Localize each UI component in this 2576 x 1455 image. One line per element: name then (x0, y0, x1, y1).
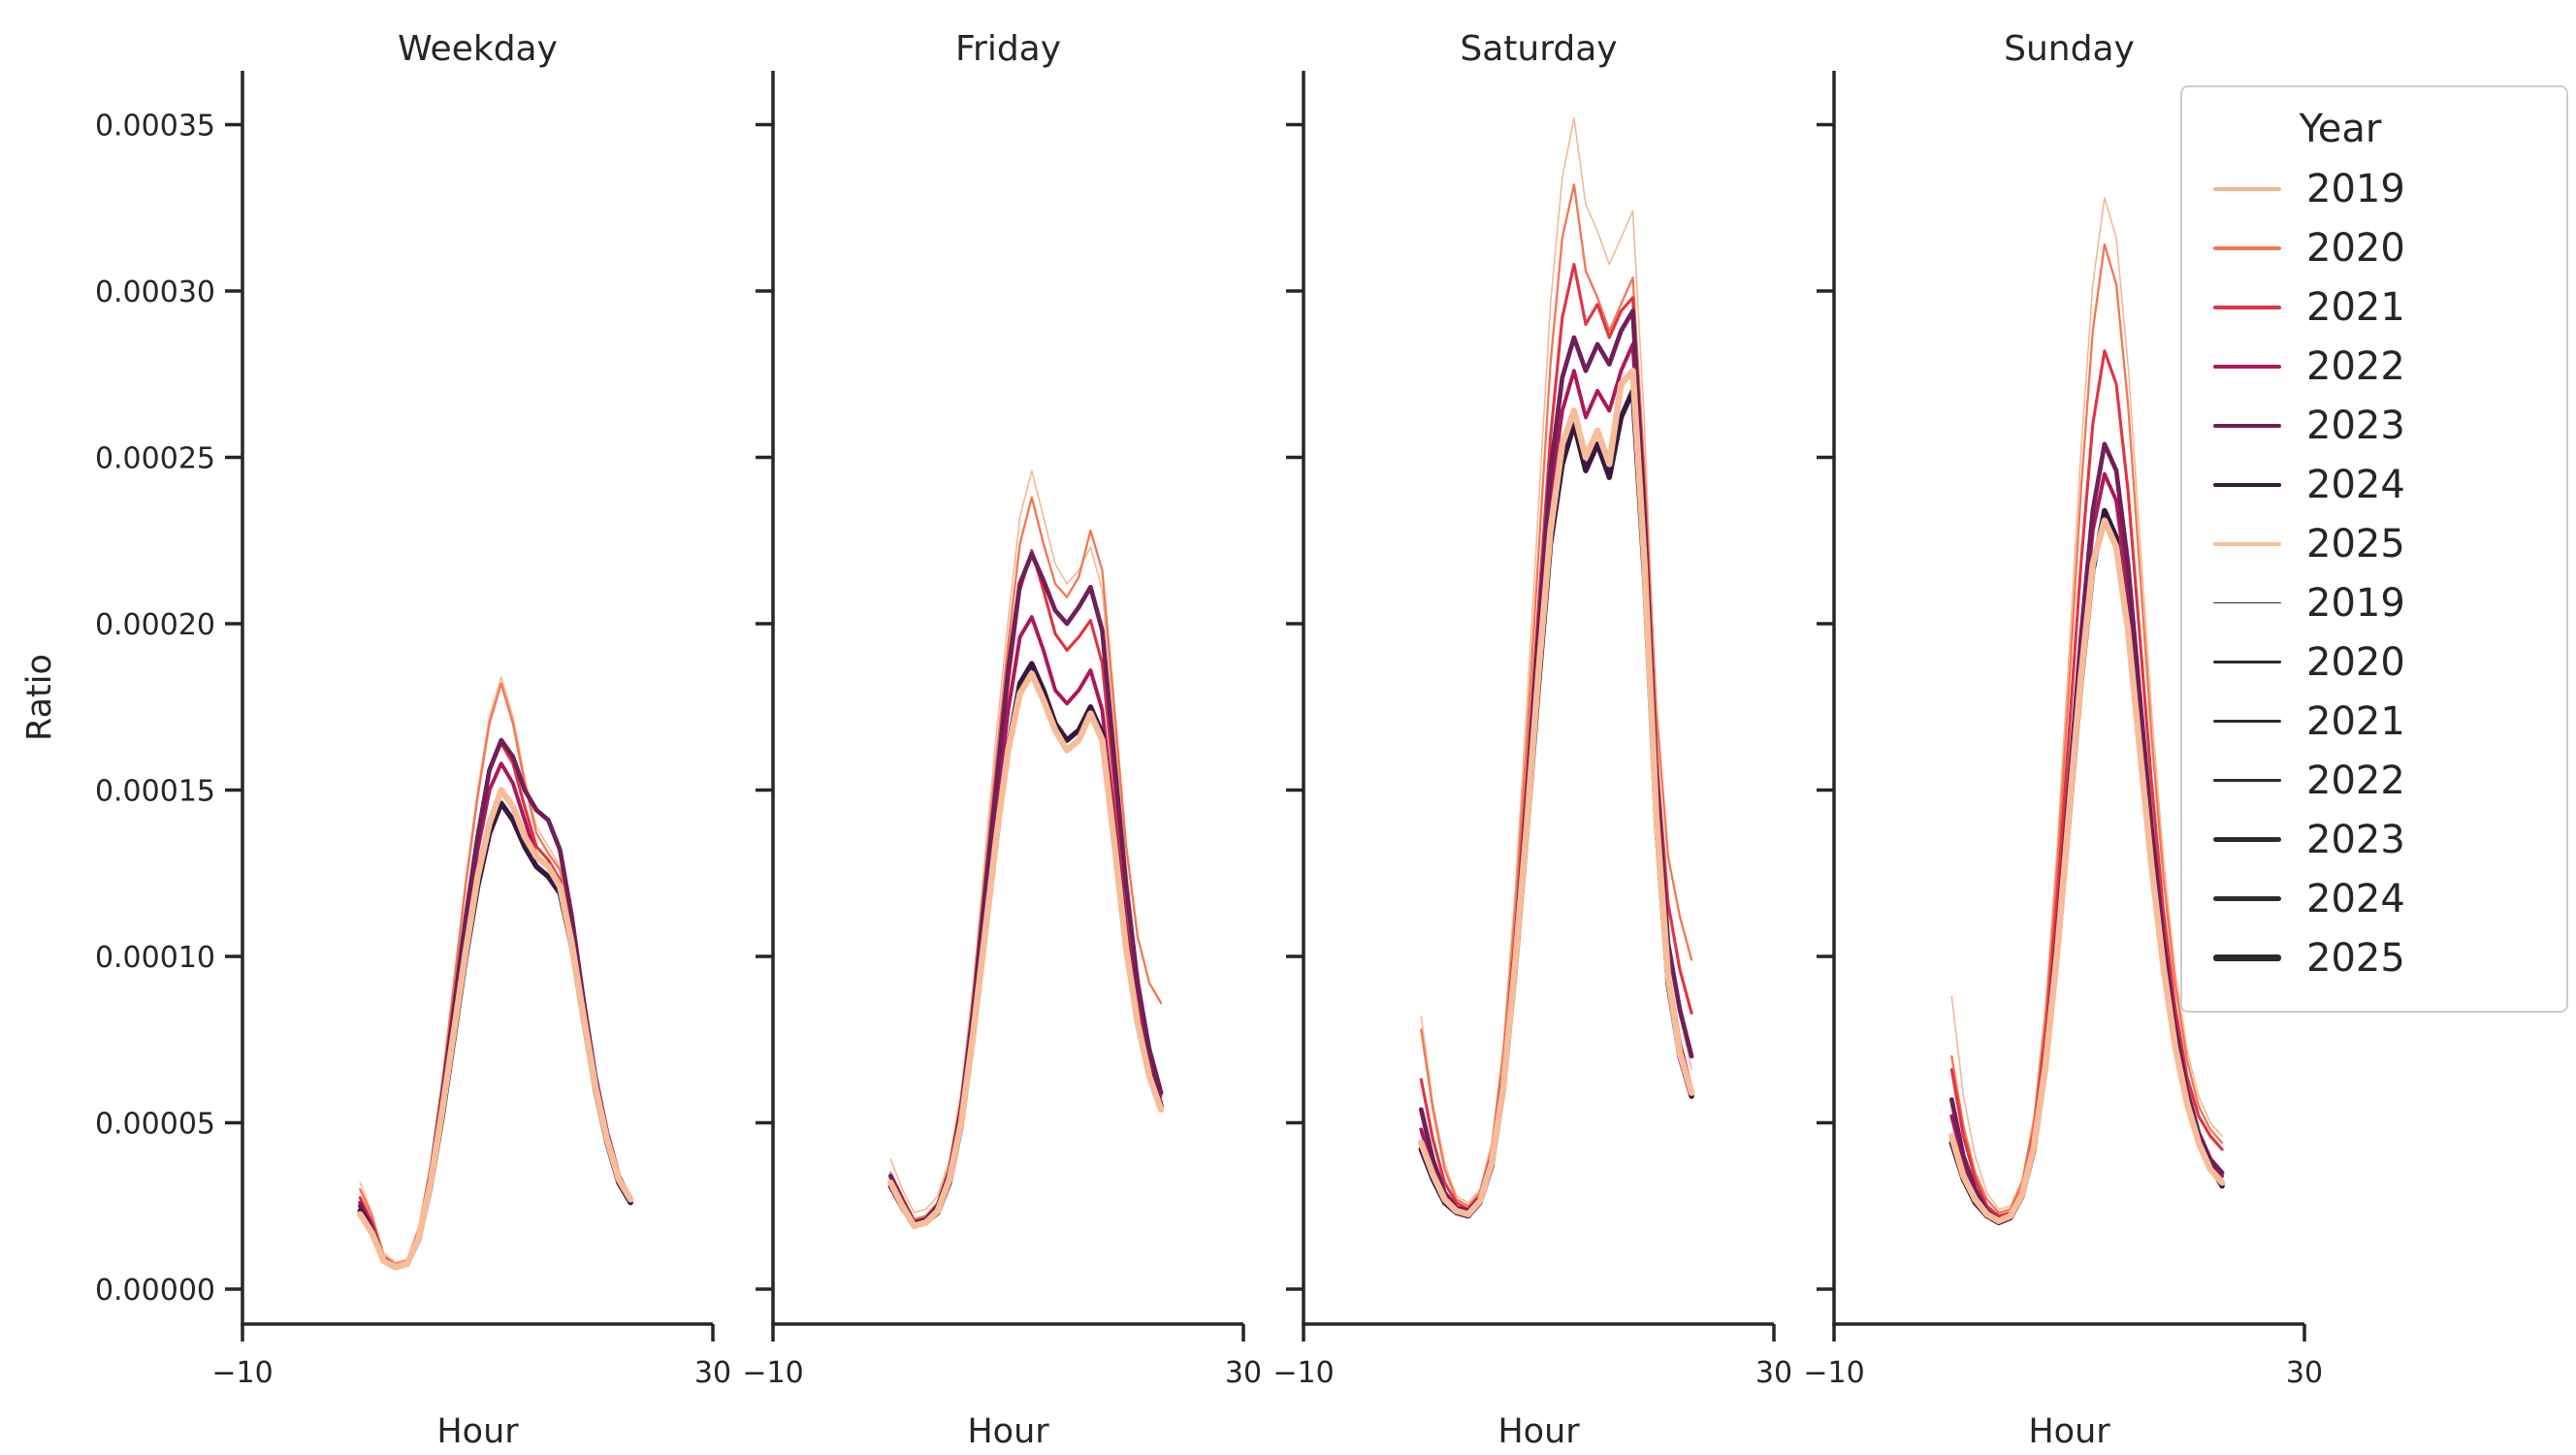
legend-row-size-2025: 2025 (2213, 928, 2566, 987)
legend-row-size-2024: 2024 (2213, 869, 2566, 928)
legend-box: Year 2019 2020 2021 2022 2023 2024 2025 2019 202… (2180, 85, 2568, 1013)
series-line-sunday-2019 (1950, 197, 2223, 1211)
legend-row-hue-2024: 2024 (2213, 455, 2566, 514)
x-tick-label: −10 (1803, 1356, 1864, 1390)
series-line-weekday-2025 (357, 787, 634, 1271)
panel-title-sunday: Sunday (2004, 29, 2135, 69)
y-tick-label: 0.00030 (95, 275, 215, 309)
legend-label: 2019 (2306, 166, 2405, 211)
legend-label: 2024 (2306, 462, 2405, 507)
legend-row-hue-2019: 2019 (2213, 159, 2566, 218)
y-tick-label: 0.00010 (95, 941, 215, 975)
legend-hue-sample (2213, 186, 2281, 191)
x-tick-label: −10 (211, 1356, 273, 1390)
x-tick-label: 30 (694, 1356, 731, 1390)
series-line-weekday-2020 (359, 682, 632, 1266)
legend-label: 2025 (2306, 935, 2405, 981)
series-line-saturday-2024 (1418, 388, 1694, 1219)
series-line-saturday-2019 (1420, 116, 1692, 1204)
legend-label: 2024 (2306, 876, 2405, 922)
legend-hue-sample (2213, 423, 2281, 428)
legend-label: 2023 (2306, 817, 2405, 862)
legend-label: 2019 (2306, 580, 2405, 626)
x-axis-label: Hour (967, 1412, 1049, 1451)
legend-row-size-2022: 2022 (2213, 751, 2566, 810)
y-tick-label: 0.00005 (95, 1108, 215, 1142)
legend-size-sample (2213, 661, 2281, 663)
x-axis-label: Hour (2028, 1412, 2110, 1451)
x-tick-label: 30 (1225, 1356, 1262, 1390)
legend-size-sample (2213, 895, 2281, 902)
series-line-friday-2025 (887, 670, 1165, 1230)
series-line-sunday-2021 (1949, 349, 2224, 1218)
legend-row-size-2019: 2019 (2213, 573, 2566, 632)
legend-label: 2020 (2306, 639, 2405, 685)
y-tick-label: 0.00035 (95, 110, 215, 144)
series-line-friday-2024 (887, 661, 1164, 1229)
legend-size-sample (2213, 778, 2281, 783)
legend-label: 2022 (2306, 758, 2405, 803)
legend-row-hue-2022: 2022 (2213, 337, 2566, 396)
x-tick-label: −10 (1272, 1356, 1334, 1390)
legend-hue-sample (2213, 482, 2281, 487)
legend-hue-sample (2213, 541, 2281, 546)
legend-size-sample (2213, 601, 2281, 604)
legend-label: 2023 (2306, 403, 2405, 448)
panel-title-friday: Friday (955, 29, 1061, 69)
series-line-friday-2019 (889, 469, 1162, 1213)
legend-row-size-2020: 2020 (2213, 632, 2566, 692)
legend-size-sample (2213, 954, 2281, 961)
y-tick-label: 0.00015 (95, 775, 215, 809)
legend-size-sample (2213, 837, 2281, 842)
legend-hue-sample (2213, 305, 2281, 309)
x-tick-label: 30 (1755, 1356, 1792, 1390)
y-tick-label: 0.00000 (95, 1274, 215, 1308)
legend-title: Year (2299, 107, 2382, 151)
legend-label: 2021 (2306, 698, 2405, 744)
panel-title-weekday: Weekday (398, 29, 558, 69)
y-axis-label: Ratio (20, 654, 59, 741)
series-line-sunday-2025 (1948, 517, 2226, 1224)
legend-row-hue-2020: 2020 (2213, 218, 2566, 277)
x-axis-label: Hour (1497, 1412, 1580, 1451)
series-line-weekday-2022 (358, 761, 633, 1269)
legend-row-size-2023: 2023 (2213, 810, 2566, 869)
legend-row-hue-2023: 2023 (2213, 396, 2566, 455)
legend-hue-sample (2213, 245, 2281, 250)
panel-title-saturday: Saturday (1460, 29, 1617, 69)
legend-row-hue-2025: 2025 (2213, 514, 2566, 573)
x-axis-label: Hour (436, 1412, 519, 1451)
y-tick-label: 0.00020 (95, 608, 215, 642)
y-tick-label: 0.00025 (95, 442, 215, 476)
legend-size-sample (2213, 719, 2281, 724)
legend-entries: 2019 2020 2021 2022 2023 2024 2025 2019 2020 2021… (2182, 159, 2566, 987)
legend-row-size-2021: 2021 (2213, 692, 2566, 751)
legend-row-hue-2021: 2021 (2213, 277, 2566, 337)
legend-label: 2022 (2306, 343, 2405, 389)
legend-label: 2025 (2306, 521, 2405, 566)
series-line-saturday-2025 (1418, 368, 1695, 1218)
legend-label: 2020 (2306, 225, 2405, 271)
legend-label: 2021 (2306, 284, 2405, 330)
series-line-sunday-2020 (1950, 242, 2224, 1214)
x-tick-label: 30 (2286, 1356, 2323, 1390)
series-line-weekday-2019 (359, 676, 631, 1264)
x-tick-label: −10 (742, 1356, 803, 1390)
legend-hue-sample (2213, 364, 2281, 369)
